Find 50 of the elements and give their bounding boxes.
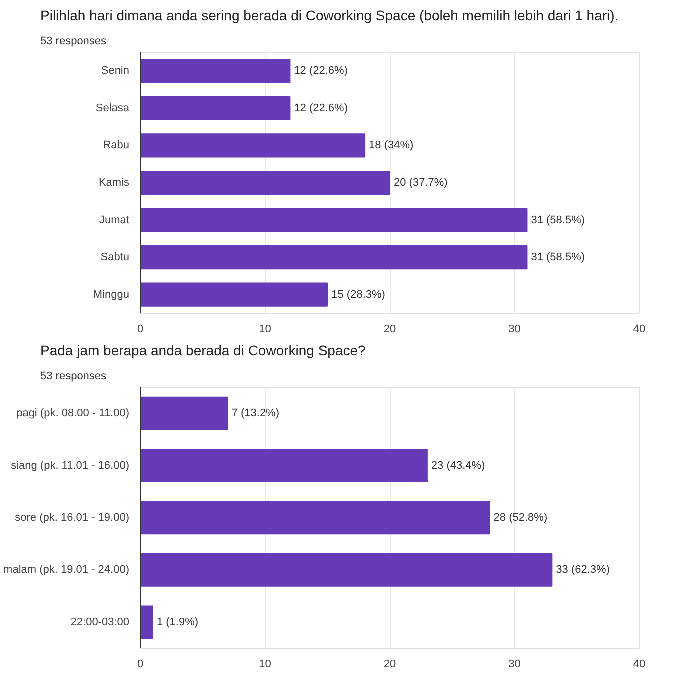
- data-label: 33 (62.3%): [556, 564, 610, 576]
- bar: [140, 134, 366, 158]
- bar: [140, 396, 228, 430]
- data-label: 31 (58.5%): [531, 214, 586, 226]
- x-tick-label: 20: [384, 658, 396, 670]
- bar: [140, 501, 490, 535]
- data-label: 12 (22.6%): [294, 102, 348, 114]
- x-tick-label: 0: [137, 324, 144, 336]
- bar: [140, 282, 328, 307]
- data-label: 18 (34%): [369, 140, 414, 152]
- y-tick-label: pagi (pk. 08.00 - 11.00): [16, 408, 130, 420]
- x-tick-label: 20: [384, 324, 396, 336]
- x-tick-label: 30: [508, 324, 521, 336]
- y-tick-label: sore (pk. 16.01 - 19.00): [15, 512, 130, 524]
- x-tick-label: 30: [508, 658, 521, 670]
- bar: [140, 606, 154, 640]
- bar: [140, 449, 428, 482]
- x-tick-label: 40: [633, 658, 646, 670]
- y-tick-label: Kamis: [98, 177, 130, 189]
- y-tick-label: 22:00-03:00: [70, 616, 130, 628]
- chart-title: Pilihlah hari dimana anda sering berada di Coworking Space (boleh memilih lebih dari 1 hari).: [40, 8, 619, 24]
- data-label: 1 (1.9%): [156, 616, 199, 628]
- x-tick-label: 40: [633, 324, 646, 336]
- bar: [140, 208, 528, 232]
- y-tick-label: Jumat: [100, 214, 130, 226]
- y-tick-label: Senin: [101, 65, 130, 78]
- y-tick-label: siang (pk. 11.01 - 16.00): [11, 460, 130, 472]
- y-tick-label: Minggu: [93, 288, 130, 301]
- data-label: 31 (58.5%): [531, 252, 586, 264]
- x-tick-label: 10: [259, 658, 272, 670]
- x-tick-label: 10: [259, 324, 272, 336]
- data-label: 20 (37.7%): [394, 177, 448, 189]
- data-label: 28 (52.8%): [494, 512, 548, 524]
- bar: [140, 246, 528, 270]
- chart-title: Pada jam berapa anda berada di Coworking Space?: [40, 342, 366, 358]
- y-tick-label: malam (pk. 19.01 - 24.00): [4, 564, 130, 576]
- data-label: 23 (43.4%): [431, 460, 486, 472]
- y-tick-label: Selasa: [96, 102, 130, 114]
- data-label: 15 (28.3%): [332, 288, 386, 301]
- y-tick-label: Rabu: [103, 140, 130, 152]
- y-tick-label: Sabtu: [100, 252, 130, 264]
- bar: [140, 59, 291, 84]
- data-label: 7 (13.2%): [232, 408, 280, 420]
- chart-subtitle: 53 responses: [40, 370, 108, 382]
- x-tick-label: 0: [137, 658, 144, 670]
- data-label: 12 (22.6%): [294, 65, 348, 78]
- bar: [140, 170, 390, 196]
- bar: [140, 96, 291, 120]
- chart-subtitle: 53 responses: [40, 36, 108, 48]
- bar: [140, 554, 553, 587]
